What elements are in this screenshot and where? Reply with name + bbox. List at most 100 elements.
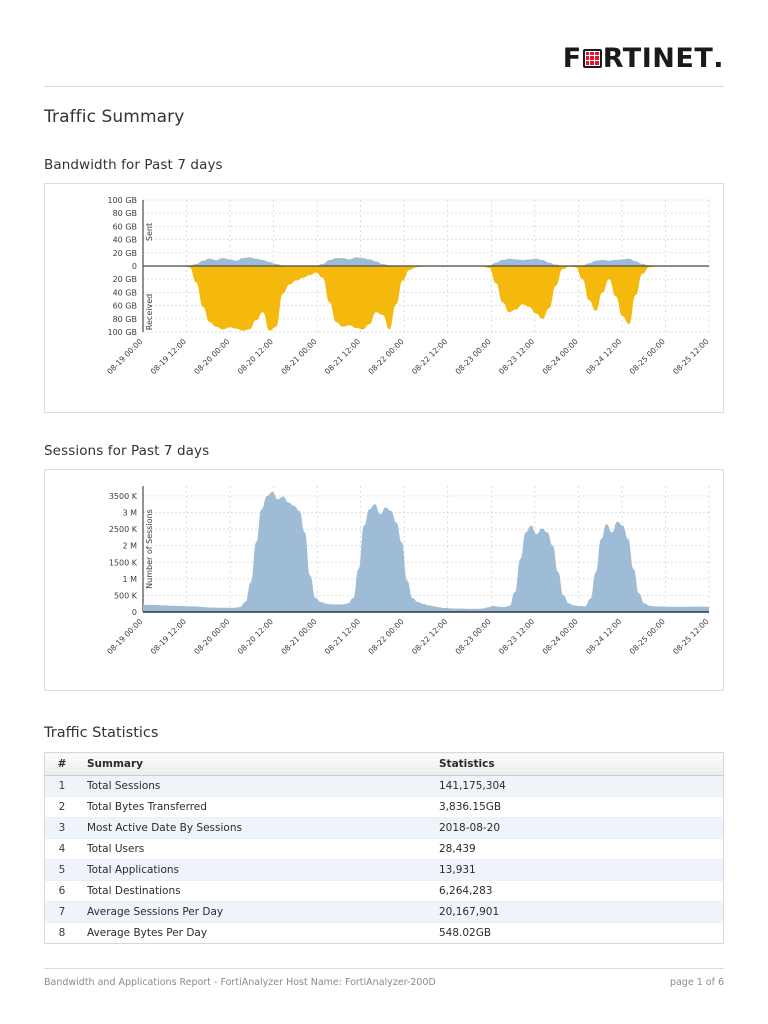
row-number: 2 [44, 796, 79, 818]
svg-text:100 GB: 100 GB [108, 328, 138, 337]
svg-text:80 GB: 80 GB [113, 209, 137, 218]
svg-text:Sent: Sent [145, 223, 154, 241]
row-statistic: 2018-08-20 [431, 817, 724, 839]
row-summary: Average Sessions Per Day [79, 901, 431, 923]
svg-text:08-20 00:00: 08-20 00:00 [192, 617, 231, 656]
svg-text:60 GB: 60 GB [113, 222, 137, 231]
svg-text:08-19 00:00: 08-19 00:00 [105, 337, 144, 376]
svg-text:08-24 12:00: 08-24 12:00 [584, 617, 623, 656]
svg-text:08-22 00:00: 08-22 00:00 [366, 617, 405, 656]
svg-text:08-22 12:00: 08-22 12:00 [410, 617, 449, 656]
svg-text:08-19 12:00: 08-19 12:00 [149, 337, 188, 376]
svg-text:3 M: 3 M [122, 509, 137, 518]
svg-text:08-24 00:00: 08-24 00:00 [541, 617, 580, 656]
svg-text:08-22 12:00: 08-22 12:00 [410, 337, 449, 376]
page-footer: Bandwidth and Applications Report - Fort… [44, 968, 724, 988]
svg-text:08-21 12:00: 08-21 12:00 [323, 617, 362, 656]
svg-text:08-21 00:00: 08-21 00:00 [279, 617, 318, 656]
svg-text:60 GB: 60 GB [113, 302, 137, 311]
row-statistic: 3,836.15GB [431, 796, 724, 818]
table-row: 6 Total Destinations 6,264,283 [44, 880, 724, 902]
svg-text:08-21 00:00: 08-21 00:00 [279, 337, 318, 376]
row-summary: Total Users [79, 838, 431, 860]
svg-text:100 GB: 100 GB [108, 196, 138, 205]
svg-text:80 GB: 80 GB [113, 315, 137, 324]
column-header-statistics: Statistics [431, 752, 724, 776]
row-summary: Total Sessions [79, 775, 431, 797]
row-summary: Total Applications [79, 859, 431, 881]
svg-text:08-20 12:00: 08-20 12:00 [236, 337, 275, 376]
stats-section-title: Traffic Statistics [44, 725, 159, 741]
row-number: 3 [44, 817, 79, 839]
bandwidth-chart-container: 100 GB 80 GB 60 GB 40 GB 20 GB 0 20 GB 40 GB 60 … [44, 183, 724, 413]
table-header-row: # Summary Statistics [44, 752, 724, 776]
table-head: # Summary Statistics [44, 752, 724, 776]
table-row: 4 Total Users 28,439 [44, 838, 724, 860]
bandwidth-section-title: Bandwidth for Past 7 days [44, 157, 223, 173]
svg-text:08-25 00:00: 08-25 00:00 [628, 617, 667, 656]
page-title: Traffic Summary [44, 107, 185, 127]
svg-text:08-19 12:00: 08-19 12:00 [149, 617, 188, 656]
table-body: 1 Total Sessions 141,175,304 2 Total Bytes T… [44, 775, 724, 944]
svg-text:2 M: 2 M [122, 542, 137, 551]
svg-text:500 K: 500 K [114, 591, 138, 600]
svg-text:08-20 00:00: 08-20 00:00 [192, 337, 231, 376]
svg-text:20 GB: 20 GB [113, 275, 137, 284]
svg-text:08-25 12:00: 08-25 12:00 [671, 337, 710, 376]
svg-text:08-23 12:00: 08-23 12:00 [497, 617, 536, 656]
row-number: 1 [44, 775, 79, 797]
svg-text:Number of Sessions: Number of Sessions [145, 509, 154, 589]
table-row: 8 Average Bytes Per Day 548.02GB [44, 922, 724, 944]
svg-text:40 GB: 40 GB [113, 288, 137, 297]
svg-text:08-25 12:00: 08-25 12:00 [671, 617, 710, 656]
row-statistic: 20,167,901 [431, 901, 724, 923]
svg-text:08-20 12:00: 08-20 12:00 [236, 617, 275, 656]
svg-text:08-23 00:00: 08-23 00:00 [454, 337, 493, 376]
svg-text:Received: Received [145, 294, 154, 330]
svg-text:08-22 00:00: 08-22 00:00 [366, 337, 405, 376]
svg-text:08-24 00:00: 08-24 00:00 [541, 337, 580, 376]
footer-report-name: Bandwidth and Applications Report - Fort… [44, 977, 436, 988]
column-header-summary: Summary [79, 752, 431, 776]
traffic-statistics-table: # Summary Statistics 1 Total Sessions 141,… [44, 752, 724, 944]
svg-text:0: 0 [132, 262, 137, 271]
table-row: 5 Total Applications 13,931 [44, 859, 724, 881]
logo-text-left: F [562, 42, 582, 74]
footer-page-number: page 1 of 6 [669, 977, 724, 988]
logo-o-icon [582, 48, 602, 68]
svg-text:40 GB: 40 GB [113, 236, 137, 245]
row-summary: Total Destinations [79, 880, 431, 902]
row-statistic: 28,439 [431, 838, 724, 860]
page-header: F RTINET . [44, 0, 724, 87]
sessions-section-title: Sessions for Past 7 days [44, 443, 210, 459]
column-header-number: # [44, 752, 79, 776]
svg-text:1500 K: 1500 K [109, 558, 138, 567]
svg-text:08-24 12:00: 08-24 12:00 [584, 337, 623, 376]
row-statistic: 141,175,304 [431, 775, 724, 797]
svg-text:0: 0 [132, 608, 137, 617]
row-summary: Average Bytes Per Day [79, 922, 431, 944]
row-summary: Most Active Date By Sessions [79, 817, 431, 839]
sessions-chart-container: 0 500 K 1 M 1500 K 2 M 2500 K 3 M 3500 K 08-19 0… [44, 469, 724, 691]
svg-text:1 M: 1 M [122, 575, 137, 584]
fortinet-logo: F RTINET . [563, 45, 724, 72]
svg-text:08-23 00:00: 08-23 00:00 [454, 617, 493, 656]
row-summary: Total Bytes Transferred [79, 796, 431, 818]
row-number: 8 [44, 922, 79, 944]
row-number: 6 [44, 880, 79, 902]
bandwidth-chart: 100 GB 80 GB 60 GB 40 GB 20 GB 0 20 GB 40 GB 60 … [105, 196, 710, 376]
row-number: 7 [44, 901, 79, 923]
logo-dot: . [713, 42, 724, 74]
svg-text:08-21 12:00: 08-21 12:00 [323, 337, 362, 376]
table-row: 1 Total Sessions 141,175,304 [44, 775, 724, 797]
sessions-chart: 0 500 K 1 M 1500 K 2 M 2500 K 3 M 3500 K 08-19 0… [105, 486, 711, 656]
logo-text: F RTINET . [563, 45, 724, 72]
logo-text-right: RTINET [602, 42, 714, 74]
svg-text:08-25 00:00: 08-25 00:00 [628, 337, 667, 376]
row-number: 5 [44, 859, 79, 881]
svg-text:3500 K: 3500 K [109, 492, 138, 501]
table-row: 3 Most Active Date By Sessions 2018-08-20 [44, 817, 724, 839]
svg-text:2500 K: 2500 K [109, 525, 138, 534]
table-row: 7 Average Sessions Per Day 20,167,901 [44, 901, 724, 923]
